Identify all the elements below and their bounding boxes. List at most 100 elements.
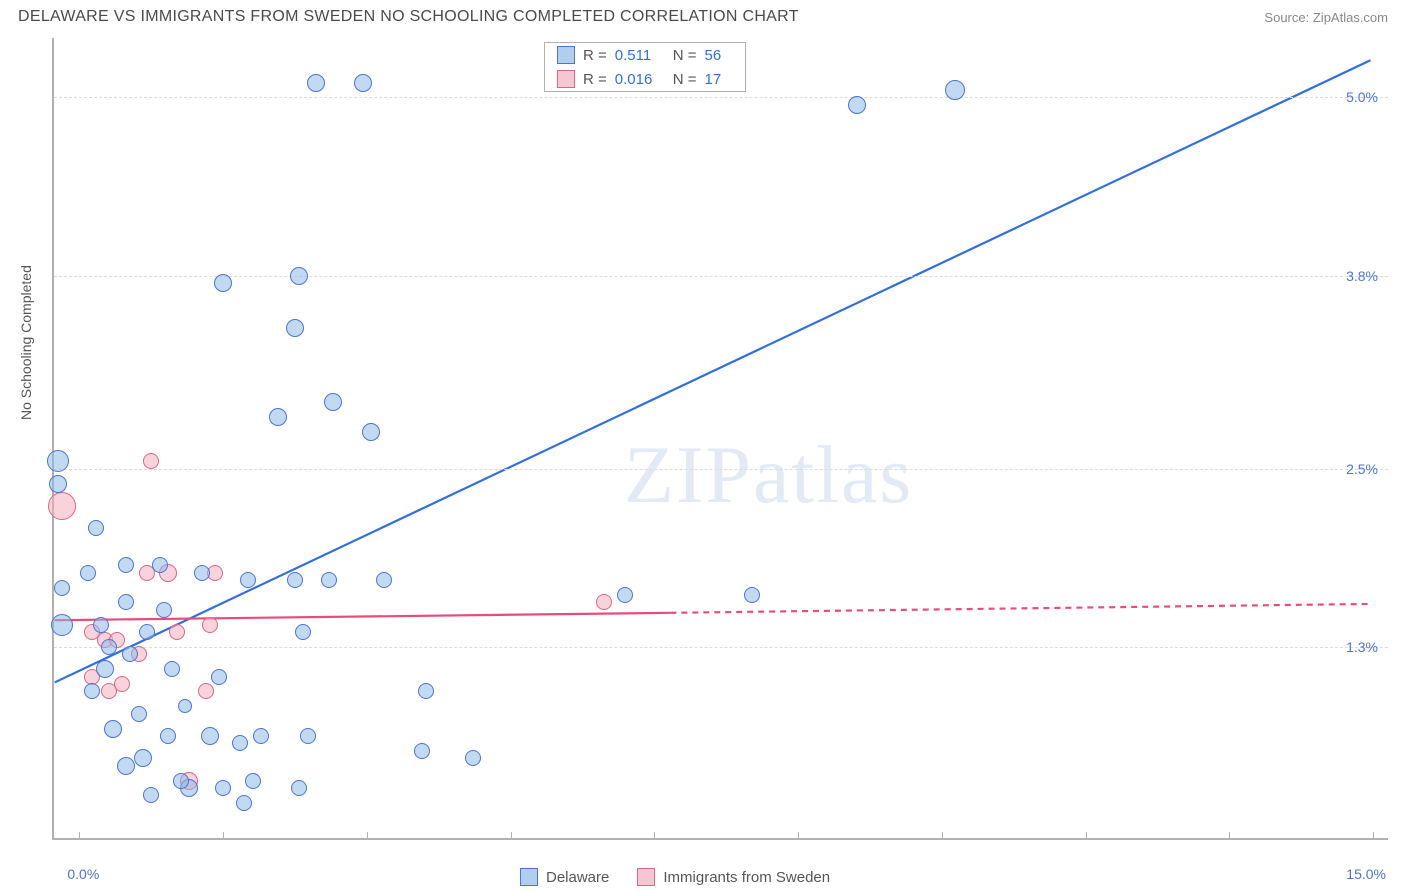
swatch-icon <box>557 70 575 88</box>
data-point <box>253 728 269 744</box>
watermark-text: ZIPatlas <box>624 428 913 522</box>
y-tick-label: 3.8% <box>1346 268 1378 284</box>
data-point <box>48 492 76 520</box>
data-point <box>131 706 147 722</box>
trend-line <box>55 60 1371 682</box>
y-tick-label: 5.0% <box>1346 89 1378 105</box>
data-point <box>84 683 100 699</box>
trend-line <box>670 604 1370 613</box>
legend-row: R =0.511N =56 <box>545 43 745 67</box>
scatter-plot-area: ZIPatlas R =0.511N =56R =0.016N =17 1.3%… <box>52 38 1388 840</box>
data-point <box>596 594 612 610</box>
data-point <box>300 728 316 744</box>
data-point <box>117 757 135 775</box>
legend-item-delaware: Delaware <box>520 868 609 886</box>
gridline <box>54 469 1388 470</box>
data-point <box>93 617 109 633</box>
data-point <box>160 728 176 744</box>
swatch-icon <box>557 46 575 64</box>
data-point <box>152 557 168 573</box>
data-point <box>211 669 227 685</box>
data-point <box>848 96 866 114</box>
legend-item-sweden: Immigrants from Sweden <box>637 868 830 886</box>
data-point <box>173 773 189 789</box>
x-tick <box>1373 832 1374 840</box>
data-point <box>122 646 138 662</box>
data-point <box>214 274 232 292</box>
x-tick <box>511 832 512 840</box>
data-point <box>134 749 152 767</box>
data-point <box>202 617 218 633</box>
y-tick-label: 2.5% <box>1346 461 1378 477</box>
data-point <box>54 580 70 596</box>
data-point <box>232 735 248 751</box>
data-point <box>47 450 69 472</box>
data-point <box>307 74 325 92</box>
source-link[interactable]: ZipAtlas.com <box>1313 10 1388 25</box>
chart-title: DELAWARE VS IMMIGRANTS FROM SWEDEN NO SC… <box>18 8 799 26</box>
data-point <box>88 520 104 536</box>
data-point <box>143 453 159 469</box>
data-point <box>118 557 134 573</box>
data-point <box>376 572 392 588</box>
data-point <box>287 572 303 588</box>
data-point <box>194 565 210 581</box>
data-point <box>418 683 434 699</box>
data-point <box>51 614 73 636</box>
data-point <box>324 393 342 411</box>
swatch-blue-icon <box>520 868 538 886</box>
x-tick <box>654 832 655 840</box>
data-point <box>945 80 965 100</box>
data-point <box>215 780 231 796</box>
data-point <box>465 750 481 766</box>
y-tick-label: 1.3% <box>1346 639 1378 655</box>
series-legend: Delaware Immigrants from Sweden <box>520 868 830 886</box>
data-point <box>114 676 130 692</box>
gridline <box>54 97 1388 98</box>
data-point <box>414 743 430 759</box>
trend-line <box>55 613 671 620</box>
x-tick <box>1086 832 1087 840</box>
data-point <box>744 587 760 603</box>
data-point <box>201 727 219 745</box>
data-point <box>104 720 122 738</box>
x-tick <box>223 832 224 840</box>
data-point <box>96 660 114 678</box>
x-tick <box>1229 832 1230 840</box>
data-point <box>49 475 67 493</box>
swatch-pink-icon <box>637 868 655 886</box>
data-point <box>362 423 380 441</box>
data-point <box>80 565 96 581</box>
data-point <box>118 594 134 610</box>
correlation-legend: R =0.511N =56R =0.016N =17 <box>544 42 746 92</box>
data-point <box>269 408 287 426</box>
data-point <box>617 587 633 603</box>
data-point <box>291 780 307 796</box>
data-point <box>290 267 308 285</box>
y-axis-label: No Schooling Completed <box>18 265 34 420</box>
data-point <box>101 639 117 655</box>
data-point <box>295 624 311 640</box>
x-tick <box>367 832 368 840</box>
data-point <box>198 683 214 699</box>
x-tick <box>942 832 943 840</box>
data-point <box>245 773 261 789</box>
x-axis-min-label: 0.0% <box>67 866 99 882</box>
source-attribution: Source: ZipAtlas.com <box>1264 10 1388 25</box>
gridline <box>54 276 1388 277</box>
data-point <box>156 602 172 618</box>
x-tick <box>79 832 80 840</box>
legend-row: R =0.016N =17 <box>545 67 745 91</box>
x-tick <box>798 832 799 840</box>
data-point <box>169 624 185 640</box>
x-axis-max-label: 15.0% <box>1346 866 1386 882</box>
data-point <box>139 624 155 640</box>
data-point <box>286 319 304 337</box>
gridline <box>54 647 1388 648</box>
data-point <box>354 74 372 92</box>
data-point <box>178 699 192 713</box>
data-point <box>143 787 159 803</box>
data-point <box>240 572 256 588</box>
data-point <box>236 795 252 811</box>
data-point <box>321 572 337 588</box>
